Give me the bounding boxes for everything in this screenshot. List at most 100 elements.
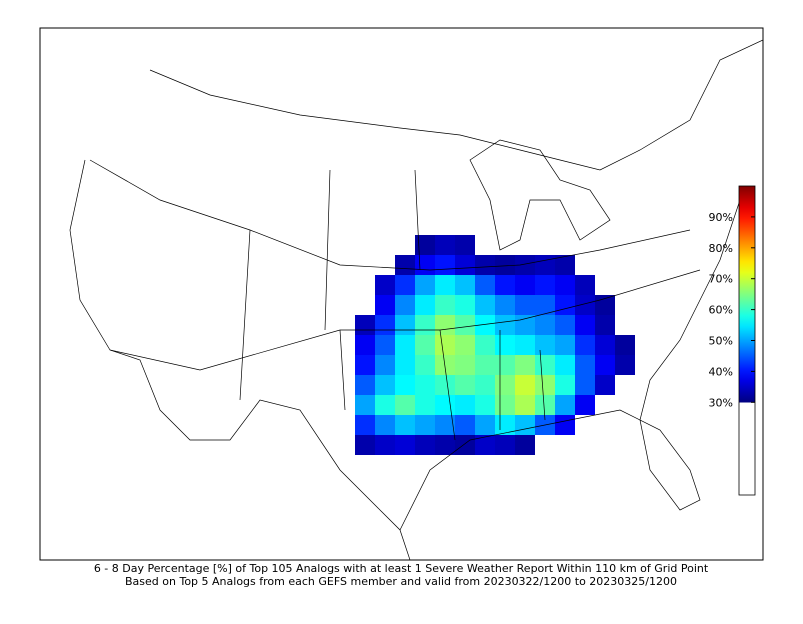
grid-cell	[455, 255, 475, 275]
colorbar-tick-label: 40%	[709, 365, 733, 378]
state-line	[89, 159, 691, 271]
geography	[69, 39, 764, 561]
grid-cell	[435, 335, 455, 355]
colorbar-tick-label: 50%	[709, 335, 733, 348]
colorbar-tick-label: 60%	[709, 304, 733, 317]
grid-cell	[475, 275, 495, 295]
grid-cell	[435, 295, 455, 315]
grid-cell	[495, 335, 515, 355]
grid-cell	[535, 255, 555, 275]
grid-cell	[535, 335, 555, 355]
grid-cell	[415, 355, 435, 375]
grid-cell	[575, 375, 595, 395]
grid-cell	[355, 415, 375, 435]
grid-cell	[395, 435, 415, 455]
grid-cell	[555, 315, 575, 335]
grid-cell	[455, 415, 475, 435]
grid-cell	[495, 395, 515, 415]
grid-cell	[575, 295, 595, 315]
grid-cell	[535, 375, 555, 395]
grid-cell	[495, 295, 515, 315]
grid-cell	[495, 375, 515, 395]
grid-cell	[515, 395, 535, 415]
grid-cell	[415, 415, 435, 435]
grid-cell	[595, 375, 615, 395]
grid-cell	[395, 275, 415, 295]
west-coast-border	[69, 159, 411, 561]
grid-cell	[595, 295, 615, 315]
grid-cell	[415, 335, 435, 355]
grid-cell	[375, 315, 395, 335]
grid-cell	[535, 355, 555, 375]
grid-cell	[495, 415, 515, 435]
grid-cell	[395, 355, 415, 375]
grid-cell	[575, 275, 595, 295]
grid-cell	[435, 375, 455, 395]
grid-cell	[495, 275, 515, 295]
grid-cell	[415, 295, 435, 315]
grid-cell	[575, 355, 595, 375]
grid-cell	[475, 355, 495, 375]
grid-cell	[415, 375, 435, 395]
grid-cell	[415, 395, 435, 415]
grid-cell	[475, 315, 495, 335]
grid-cell	[475, 395, 495, 415]
gulf-east-coast	[399, 199, 741, 531]
grid-cell	[555, 255, 575, 275]
grid-cell	[395, 295, 415, 315]
grid-cell	[575, 335, 595, 355]
grid-cell	[375, 295, 395, 315]
grid-cell	[435, 275, 455, 295]
grid-cell	[595, 335, 615, 355]
grid-cell	[615, 335, 635, 355]
grid-cell	[515, 315, 535, 335]
caption-line: 6 - 8 Day Percentage [%] of Top 105 Anal…	[94, 562, 709, 575]
grid-cell	[475, 335, 495, 355]
grid-cell	[555, 355, 575, 375]
grid-cell	[575, 315, 595, 335]
grid-cell	[375, 395, 395, 415]
grid-cell	[495, 255, 515, 275]
grid-cell	[515, 355, 535, 375]
grid-cell	[375, 435, 395, 455]
grid-cell	[595, 355, 615, 375]
grid-cell	[475, 435, 495, 455]
grid-cell	[475, 255, 495, 275]
grid-cell	[415, 255, 435, 275]
grid-cell	[355, 315, 375, 335]
grid-cell	[355, 435, 375, 455]
grid-cell	[455, 275, 475, 295]
grid-cell	[435, 435, 455, 455]
grid-cell	[515, 335, 535, 355]
grid-cell	[395, 335, 415, 355]
grid-cell	[515, 415, 535, 435]
grid-cell	[535, 295, 555, 315]
grid-cell	[495, 315, 515, 335]
grid-cell	[615, 355, 635, 375]
colorbar-tick-label: 30%	[709, 396, 733, 409]
grid-cell	[455, 335, 475, 355]
grid-cell	[415, 315, 435, 335]
grid-cell	[375, 415, 395, 435]
grid-cell	[515, 375, 535, 395]
great-lakes	[469, 139, 611, 251]
grid-cell	[475, 375, 495, 395]
grid-cell	[555, 275, 575, 295]
grid-cell	[475, 295, 495, 315]
grid-cell	[355, 335, 375, 355]
grid-cell	[415, 435, 435, 455]
grid-cell	[595, 315, 615, 335]
grid-cell	[355, 395, 375, 415]
grid-cell	[375, 375, 395, 395]
grid-cell	[555, 295, 575, 315]
grid-cell	[535, 315, 555, 335]
grid-cell	[555, 375, 575, 395]
grid-cell	[435, 415, 455, 435]
grid-cell	[455, 435, 475, 455]
grid-cell	[435, 315, 455, 335]
grid-cell	[435, 255, 455, 275]
grid-cell	[495, 435, 515, 455]
grid-cell	[415, 235, 435, 255]
grid-cell	[355, 375, 375, 395]
grid-cell	[435, 395, 455, 415]
